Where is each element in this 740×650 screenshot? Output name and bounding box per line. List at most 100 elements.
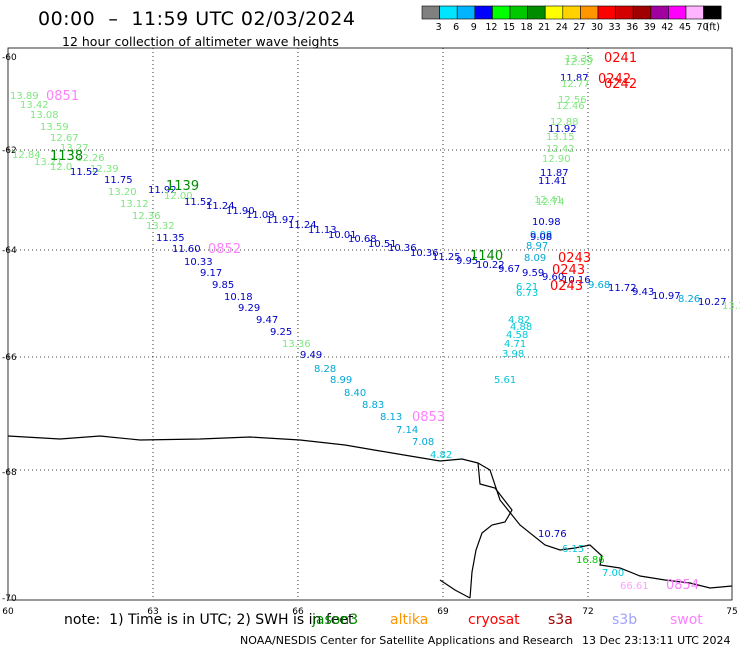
satellite-altika: altika — [390, 612, 429, 628]
swh-value-label: 6.73 — [516, 288, 538, 299]
pass-time-label: 0243 — [550, 279, 583, 294]
latitude-label: -70 — [2, 594, 17, 604]
swh-value-label: 11.72 — [608, 283, 637, 294]
swh-value-label: 10.16 — [562, 275, 591, 286]
scale-label: 70 — [697, 22, 709, 33]
swh-value-label: 8.40 — [344, 388, 366, 399]
swh-value-label: 13.35 — [565, 54, 594, 65]
map-subtitle: 12 hour collection of altimeter wave hei… — [62, 34, 339, 49]
swh-value-label: 16.86 — [576, 555, 605, 566]
swh-value-label: 13.15 — [546, 132, 575, 143]
swh-value-label: 12.46 — [556, 101, 585, 112]
swh-value-label: 12.67 — [50, 133, 79, 144]
swh-value-label: 10.01 — [328, 230, 357, 241]
scale-swatch — [703, 5, 722, 20]
scale-label: 21 — [538, 22, 550, 33]
swh-value-label: 10.98 — [532, 217, 561, 228]
pass-time-label: 0852 — [208, 242, 241, 257]
swh-value-label: 12.00 — [164, 191, 193, 202]
swh-value-label: 10.33 — [184, 257, 213, 268]
swh-value-label: 11.97 — [266, 215, 295, 226]
timestamp-text: 13 Dec 23:13:11 UTC 2024 — [582, 634, 731, 647]
swh-value-label: 9.08 — [530, 230, 552, 241]
map-title: 00:00 – 11:59 UTC 02/03/2024 — [38, 8, 356, 30]
swh-value-label: 12.0 — [50, 162, 72, 173]
swh-value-label: 8.83 — [362, 400, 384, 411]
swh-value-label: 8.28 — [314, 364, 336, 375]
longitude-label: 72 — [582, 607, 593, 617]
swh-value-label: 11.25 — [432, 252, 461, 263]
plot-border — [7, 47, 733, 601]
swh-value-label: 11.52 — [184, 197, 213, 208]
swh-value-label: 8.26 — [678, 294, 700, 305]
satellite-cryosat: cryosat — [468, 612, 520, 628]
swh-value-label: 9.29 — [238, 303, 260, 314]
swh-value-label: 5.61 — [494, 375, 516, 386]
swh-value-label: 13.32 — [146, 221, 175, 232]
pass-time-label: 0241 — [604, 51, 637, 66]
swh-value-label: 7.14 — [396, 425, 418, 436]
swh-value-label: 8.09 — [524, 253, 546, 264]
swh-value-label: 13.20 — [108, 187, 137, 198]
swh-value-label: 12.26 — [76, 153, 105, 164]
swh-value-label: 66.61 — [620, 581, 649, 592]
coastline — [439, 579, 471, 599]
swh-value-label: 3.98 — [502, 349, 524, 360]
swh-value-label: 9.08 — [530, 232, 552, 243]
swh-value-label: 9.67 — [498, 264, 520, 275]
latitude-label: -66 — [2, 353, 17, 363]
swh-value-label: 11.52 — [70, 167, 99, 178]
satellite-s3b: s3b — [612, 612, 638, 628]
longitude-label: 66 — [292, 607, 304, 617]
swh-value-label: 9.17 — [200, 268, 222, 279]
swh-value-label: 7.08 — [412, 437, 434, 448]
swh-value-label: 13.21 — [34, 157, 63, 168]
pass-time-label: 0243 — [552, 263, 585, 278]
swh-value-label: 10.22 — [476, 260, 505, 271]
scale-label: 18 — [521, 22, 533, 33]
longitude-label: 63 — [147, 607, 158, 617]
scale-label: 42 — [661, 22, 673, 33]
scale-label: 12 — [485, 22, 497, 33]
swh-value-label: 4.82 — [430, 450, 452, 461]
swh-value-label: 9.60 — [542, 272, 564, 283]
swh-value-label: 8.99 — [330, 375, 352, 386]
scale-label: 36 — [626, 22, 638, 33]
scale-label: 45 — [679, 22, 691, 33]
swh-value-label: 12.41 — [534, 195, 563, 206]
longitude-label: 75 — [726, 607, 737, 617]
scale-label: 27 — [573, 22, 585, 33]
swh-value-label: 4.58 — [506, 330, 528, 341]
swh-value-label: 11.13 — [308, 225, 337, 236]
scale-label: 33 — [609, 22, 621, 33]
pass-time-label: 0854 — [666, 578, 699, 593]
pass-time-label: 0853 — [412, 410, 445, 425]
swh-value-label: 11.75 — [104, 175, 133, 186]
coastline — [7, 435, 513, 599]
swh-value-label: 10.36 — [388, 243, 417, 254]
swh-value-label: 11.87 — [540, 168, 569, 179]
scale-label: 39 — [644, 22, 656, 33]
swh-value-label: 10.36 — [410, 248, 439, 259]
swh-value-label: 12.77 — [561, 79, 590, 90]
pass-time-label: 0243 — [558, 251, 591, 266]
swh-value-label: 13.12 — [120, 199, 149, 210]
swh-value-label: 10.68 — [348, 234, 377, 245]
swh-value-label: 13.36 — [282, 339, 311, 350]
color-scale-legend: 3 6 9 12 15 18 21 24 27 30 33 36 39 42 45 70(ft) — [421, 5, 722, 33]
latitude-label: -62 — [2, 146, 17, 156]
swh-value-label: 13.59 — [40, 122, 69, 133]
swh-value-label: 11.92 — [548, 124, 577, 135]
swh-value-label: 11.90 — [226, 206, 255, 217]
satellite-s3a: s3a — [548, 612, 573, 628]
swh-value-label: 10.76 — [538, 529, 567, 540]
swh-value-label: 6.21 — [516, 282, 538, 293]
scale-label: 24 — [556, 22, 568, 33]
satellite-swot: swot — [670, 612, 703, 628]
swh-value-label: 12.88 — [550, 117, 579, 128]
swh-value-label: 10.97 — [652, 291, 681, 302]
longitude-label: 60 — [2, 607, 14, 617]
swh-value-label: 11.87 — [560, 73, 589, 84]
swh-value-label: 11.41 — [538, 176, 567, 187]
